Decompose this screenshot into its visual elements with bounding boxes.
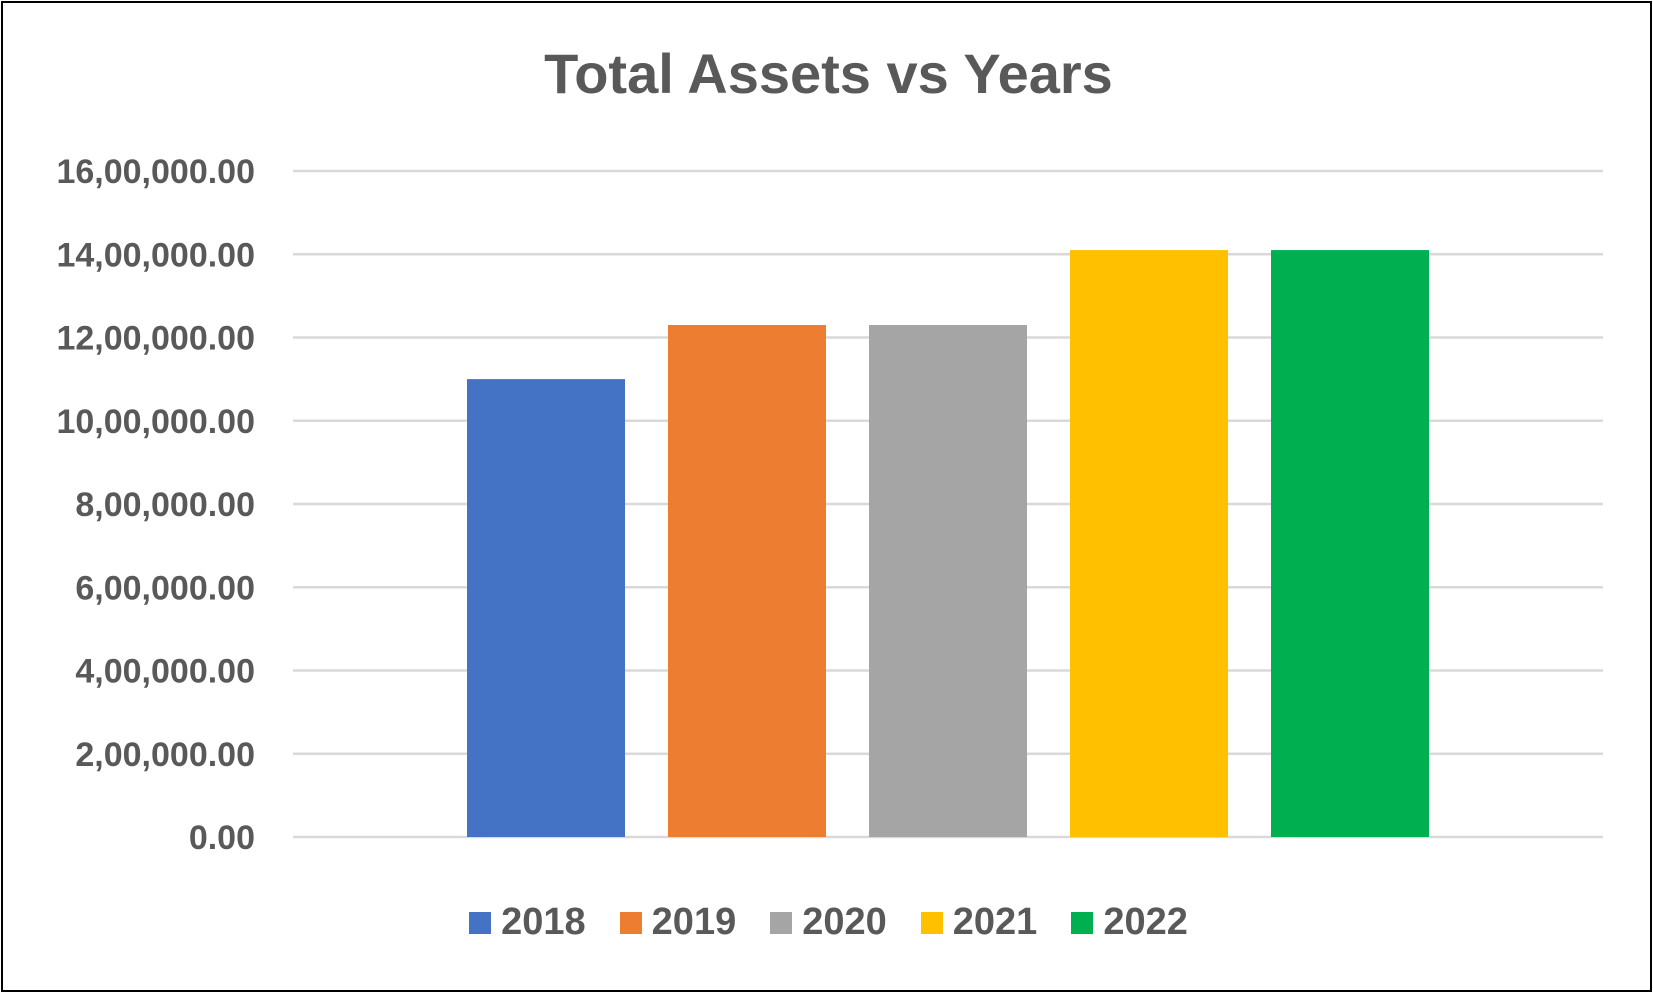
bar-2020	[869, 325, 1027, 837]
y-tick-label: 2,00,000.00	[75, 736, 255, 774]
bar-2019	[668, 325, 826, 837]
y-tick-label: 14,00,000.00	[56, 236, 255, 274]
chart-plot-area: 0.00 2,00,000.00 4,00,000.00 6,00,000.00 8,0…	[56, 153, 1603, 857]
y-axis-tick-labels: 0.00 2,00,000.00 4,00,000.00 6,00,000.00 8,0…	[56, 153, 255, 857]
legend-swatch	[619, 911, 642, 934]
legend-swatch	[770, 911, 793, 934]
legend: 2018 2019 2020 2021 2022	[3, 901, 1653, 944]
bar-2022	[1271, 250, 1429, 837]
legend-label: 2019	[651, 901, 737, 943]
bar-2021	[1070, 250, 1228, 837]
y-tick-label: 4,00,000.00	[75, 653, 255, 691]
y-tick-label: 8,00,000.00	[75, 486, 255, 524]
legend-item-2022: 2022	[1071, 901, 1188, 944]
legend-item-2021: 2021	[920, 901, 1038, 944]
legend-swatch	[920, 911, 943, 934]
y-tick-label: 6,00,000.00	[75, 569, 255, 607]
legend-label: 2021	[952, 901, 1038, 943]
legend-item-2019: 2019	[619, 901, 737, 944]
bar-2018	[467, 379, 625, 837]
chart-title: Total Assets vs Years	[544, 42, 1113, 105]
y-tick-label: 12,00,000.00	[56, 320, 255, 358]
y-tick-label: 0.00	[189, 819, 255, 857]
legend-item-2020: 2020	[770, 901, 887, 944]
y-tick-label: 16,00,000.00	[56, 153, 255, 191]
legend-swatch	[1071, 911, 1094, 934]
legend-label: 2022	[1103, 901, 1188, 943]
y-tick-label: 10,00,000.00	[56, 403, 255, 441]
legend-label: 2018	[501, 901, 586, 943]
bars	[467, 250, 1429, 837]
legend-label: 2020	[802, 901, 887, 943]
legend-swatch	[469, 911, 492, 934]
legend-item-2018: 2018	[469, 901, 586, 944]
